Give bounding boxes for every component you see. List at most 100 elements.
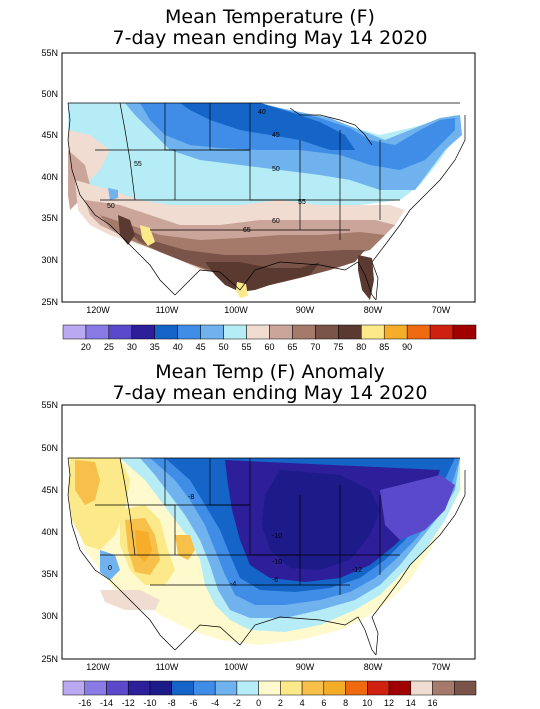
bottom-legend-swatch xyxy=(236,680,259,696)
top-legend-swatch xyxy=(315,324,339,340)
top-lat-label-50n: 50N xyxy=(41,89,58,99)
top-lat-label-45n: 45N xyxy=(41,130,58,140)
bottom-lat-axis: 55N 50N 45N 40N 35N 30N 25N xyxy=(41,400,58,664)
top-temperature-fill xyxy=(68,103,462,300)
bottom-legend-label: -16 xyxy=(78,698,91,708)
bottom-lon-label-100w: 100W xyxy=(224,662,248,672)
top-map-title-line2: 7-day mean ending May 14 2020 xyxy=(112,27,428,49)
bottom-lat-label-30n: 30N xyxy=(41,611,58,621)
top-map-frame xyxy=(61,52,476,303)
top-legend-label: 20 xyxy=(81,342,91,352)
bottom-map-title-line2: 7-day mean ending May 14 2020 xyxy=(112,382,428,404)
bottom-legend-label: 6 xyxy=(321,698,326,708)
top-legend-label: 65 xyxy=(287,342,297,352)
top-contour-label-40: 40 xyxy=(258,109,266,116)
bottom-legend-swatch xyxy=(454,680,477,696)
top-legend-swatch xyxy=(383,324,408,340)
top-contour-label-60b: 50 xyxy=(107,203,115,210)
top-lat-label-55n: 55N xyxy=(41,48,58,58)
top-contour-labels: 40 45 50 55 60 65 55 50 xyxy=(107,109,306,234)
top-legend-label: 70 xyxy=(310,342,320,352)
top-legend-label: 85 xyxy=(379,342,389,352)
bottom-legend-label: 10 xyxy=(362,698,372,708)
top-legend-swatch xyxy=(338,324,362,340)
top-temperature-map: 40 45 50 55 60 65 55 50 55N 50N 45N 40N … xyxy=(41,48,477,352)
bottom-legend-label: 4 xyxy=(300,698,305,708)
bottom-legend-label: -4 xyxy=(211,698,219,708)
bottom-lat-label-55n: 55N xyxy=(41,400,58,410)
bottom-map-title-line1: Mean Temp (F) Anomaly xyxy=(155,361,385,383)
bottom-lat-label-35n: 35N xyxy=(41,569,58,579)
top-contour-label-50: 50 xyxy=(272,166,280,173)
bottom-legend-label: 14 xyxy=(406,698,416,708)
top-lon-label-110w: 110W xyxy=(156,305,179,315)
top-lon-label-100w: 100W xyxy=(224,305,248,315)
top-legend-swatch xyxy=(406,324,431,340)
top-legend-label: 45 xyxy=(196,342,206,352)
top-legend-label: 35 xyxy=(150,342,160,352)
bottom-legend-swatch xyxy=(345,680,368,696)
bottom-legend-label: -12 xyxy=(122,698,135,708)
bottom-legend-swatch xyxy=(410,680,433,696)
bottom-contour-label-0: 0 xyxy=(108,565,112,572)
bottom-lon-axis: 120W 110W 100W 90W 80W 70W xyxy=(86,662,451,672)
bottom-legend-swatch xyxy=(280,680,303,696)
top-legend-swatch xyxy=(177,324,201,340)
bottom-color-legend: -16 -14 -12 -10 -8 -6 -4 -2 0 2 4 6 8 10 12 14 16 xyxy=(62,680,477,708)
bottom-legend-label: 2 xyxy=(278,698,283,708)
top-legend-swatch xyxy=(429,324,454,340)
bottom-lat-label-50n: 50N xyxy=(41,443,58,453)
bottom-legend-swatch xyxy=(84,680,107,696)
bottom-legend-label: 12 xyxy=(384,698,394,708)
bottom-legend-swatch xyxy=(127,680,151,696)
bottom-legend-swatch xyxy=(301,680,325,696)
bottom-legend-label: -6 xyxy=(189,698,197,708)
top-map-title-line1: Mean Temperature (F) xyxy=(165,6,375,28)
bottom-legend-swatch xyxy=(171,680,194,696)
bottom-contour-label-neg10b: -10 xyxy=(272,559,282,566)
top-contour-label-55a: 55 xyxy=(298,199,306,206)
top-legend-label: 90 xyxy=(402,342,412,352)
bottom-contour-label-neg8: -8 xyxy=(188,494,194,501)
bottom-legend-label: -2 xyxy=(233,698,241,708)
bottom-lon-label-80w: 80W xyxy=(364,662,383,672)
top-legend-swatch xyxy=(361,324,385,340)
bottom-legend-swatch xyxy=(214,680,238,696)
top-legend-swatch xyxy=(154,324,178,340)
top-lat-axis: 55N 50N 45N 40N 35N 30N 25N xyxy=(41,48,58,307)
top-legend-label: 50 xyxy=(219,342,229,352)
bottom-legend-swatch xyxy=(149,680,172,696)
bottom-contour-label-neg6: -6 xyxy=(272,577,278,584)
top-coastlines xyxy=(67,102,466,301)
top-lon-label-70w: 70W xyxy=(432,305,451,315)
top-lat-label-40n: 40N xyxy=(41,172,58,182)
top-legend-swatch xyxy=(223,324,247,340)
bottom-legend-swatch xyxy=(106,680,129,696)
bottom-contour-label-neg4: -4 xyxy=(230,581,236,588)
bottom-legend-swatch xyxy=(432,680,455,696)
top-lon-axis: 120W 110W 100W 90W 80W 70W xyxy=(86,305,451,315)
bottom-legend-label: -10 xyxy=(143,698,156,708)
top-legend-swatch xyxy=(62,324,87,340)
bottom-legend-swatch xyxy=(62,680,85,696)
bottom-map-frame xyxy=(61,404,476,660)
top-legend-swatch xyxy=(452,324,477,340)
bottom-lon-label-90w: 90W xyxy=(296,662,315,672)
bottom-contour-label-neg10a: -10 xyxy=(272,533,282,540)
bottom-legend-swatch xyxy=(323,680,346,696)
top-legend-label: 60 xyxy=(264,342,274,352)
bottom-contour-labels: -8 -10 -10 -6 -4 -12 0 xyxy=(108,494,362,588)
bottom-contour-label-neg12: -12 xyxy=(352,567,362,574)
bottom-coastlines xyxy=(67,457,466,656)
top-contour-label-45: 45 xyxy=(272,132,280,139)
top-lat-label-30n: 30N xyxy=(41,255,58,265)
top-legend-label: 80 xyxy=(356,342,366,352)
top-legend-label: 30 xyxy=(127,342,137,352)
bottom-lat-label-25n: 25N xyxy=(41,654,58,664)
top-contour-label-60: 60 xyxy=(272,218,280,225)
top-contour-label-55b: 55 xyxy=(134,161,142,168)
bottom-legend-swatch xyxy=(193,680,216,696)
bottom-legend-label: -8 xyxy=(168,698,176,708)
top-lat-label-25n: 25N xyxy=(41,297,58,307)
bottom-legend-swatch xyxy=(367,680,390,696)
